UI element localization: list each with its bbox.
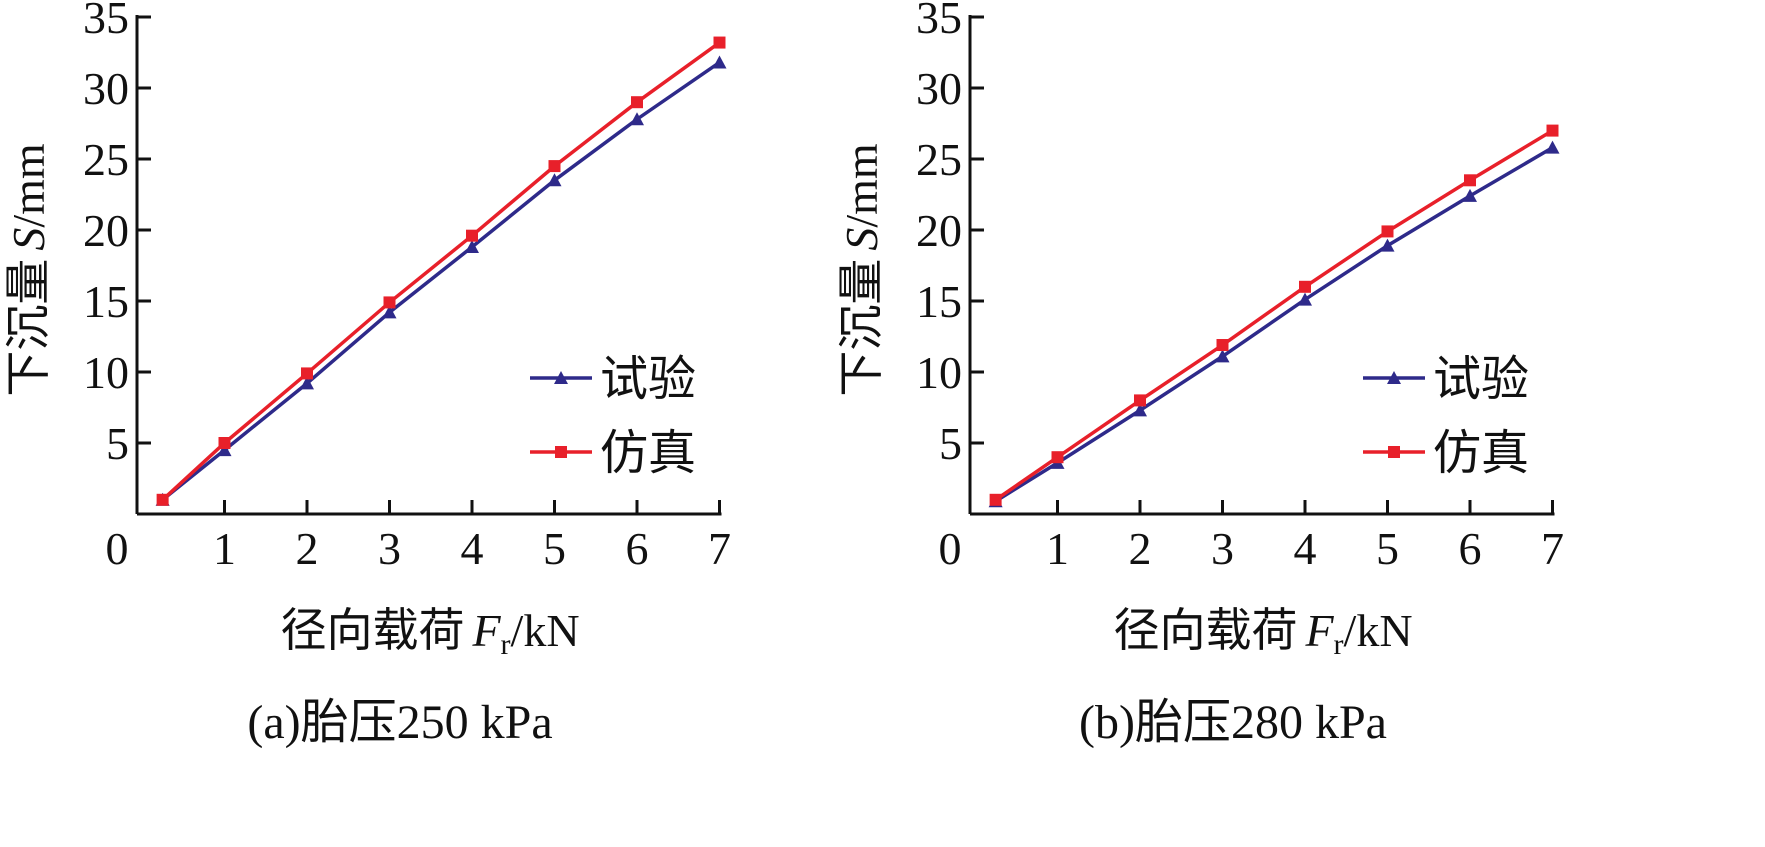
y-axis-title-text: 下沉量	[836, 259, 887, 397]
x-tick-label: 3	[1211, 523, 1234, 574]
x-tick-label: 7	[1541, 523, 1564, 574]
data-point-square	[1134, 394, 1146, 407]
chart-a: 0 1 2 3 4 5 6 7 5 10 15 20 25 30 35 下沉量 S/mm 径向载荷 Fr/kN (a)…	[3, 0, 731, 749]
data-point-square	[1216, 339, 1229, 352]
data-point-triangle	[217, 443, 232, 457]
y-axis-title-text: 下沉量	[3, 259, 54, 397]
y-tick-label: 30	[916, 63, 962, 114]
data-point-triangle	[1215, 349, 1230, 363]
x-tick-label: 5	[543, 523, 566, 574]
x-tick-label: 6	[1459, 523, 1482, 574]
y-axis-title-var: S	[836, 228, 887, 251]
data-point-square	[1299, 280, 1311, 293]
data-point-triangle	[1545, 140, 1560, 154]
x-tick-label: 3	[378, 523, 401, 574]
x-axis-title-unit: /kN	[1344, 605, 1413, 656]
data-point-triangle	[547, 173, 562, 187]
data-point-triangle	[1298, 292, 1312, 306]
x-tick-label: 6	[626, 523, 649, 574]
y-tick-label: 35	[83, 0, 129, 43]
data-point-triangle	[1380, 238, 1395, 252]
legend-marker-square	[555, 446, 567, 458]
data-point-square	[466, 229, 478, 242]
chart-b: 0 1 2 3 4 5 6 7 5 10 15 20 25 30 35 下沉量 S/mm 径向载荷 Fr/kN (b)…	[836, 0, 1564, 749]
series-line-0	[161, 60, 721, 502]
series-line-0	[994, 146, 1554, 503]
x-axis-title-var: F	[1304, 605, 1334, 656]
x-tick-label: 4	[1294, 523, 1317, 574]
x-tick-label: 2	[296, 523, 319, 574]
y-axis-title: 下沉量 S/mm	[836, 143, 887, 397]
legend-label: 试验	[600, 353, 696, 406]
data-point-square	[713, 36, 726, 49]
x-tick-label: 2	[1129, 523, 1152, 574]
data-point-square	[1546, 124, 1559, 137]
data-point-triangle	[382, 305, 397, 319]
legend-label: 仿真	[600, 427, 696, 480]
legend-marker-square	[1388, 446, 1400, 458]
y-tick-label: 15	[916, 276, 962, 327]
data-point-square	[301, 367, 313, 380]
x-tick-label: 1	[213, 523, 236, 574]
y-tick-label: 5	[106, 418, 129, 469]
y-tick-label: 30	[83, 63, 129, 114]
data-point-square	[218, 437, 231, 449]
y-tick-label: 20	[83, 205, 129, 256]
y-tick-label: 10	[83, 347, 129, 398]
data-point-square	[1464, 174, 1476, 187]
y-axis-title-unit: /mm	[836, 143, 887, 228]
chart-caption: (a)胎压250 kPa	[247, 696, 552, 749]
x-tick-label: 7	[708, 523, 731, 574]
x-tick-label: 4	[461, 523, 484, 574]
x-tick-label: 0	[939, 523, 962, 574]
data-point-triangle	[712, 55, 727, 69]
data-point-square	[631, 96, 643, 109]
data-point-triangle	[1463, 188, 1477, 202]
data-point-triangle	[300, 376, 314, 390]
data-point-square	[1381, 225, 1394, 238]
data-point-square	[383, 296, 396, 309]
legend-marker-triangle	[1387, 371, 1401, 384]
legend-label: 试验	[1433, 353, 1529, 406]
y-axis-title-var: S	[3, 228, 54, 251]
legend-marker-triangle	[554, 371, 568, 384]
data-point-square	[989, 493, 1002, 506]
y-tick-label: 15	[83, 276, 129, 327]
y-tick-label: 5	[939, 418, 962, 469]
data-point-triangle	[1133, 403, 1147, 417]
data-point-square	[156, 493, 169, 506]
x-axis-title-sub: r	[501, 628, 511, 661]
data-point-triangle	[630, 112, 644, 126]
y-tick-label: 20	[916, 205, 962, 256]
y-axis-title-unit: /mm	[3, 143, 54, 228]
x-axis-title: 径向载荷 Fr/kN	[280, 605, 579, 661]
x-tick-label: 1	[1046, 523, 1069, 574]
data-point-square	[548, 160, 561, 173]
y-tick-label: 10	[916, 347, 962, 398]
x-axis-title-var: F	[471, 605, 501, 656]
x-tick-label: 5	[1376, 523, 1399, 574]
series-line-1	[161, 41, 721, 502]
x-tick-label: 0	[106, 523, 129, 574]
data-point-triangle	[465, 240, 479, 254]
x-axis-title-sub: r	[1334, 628, 1344, 661]
x-axis-title-text: 径向载荷	[280, 605, 464, 656]
data-point-square	[1051, 451, 1064, 464]
legend-label: 仿真	[1433, 427, 1529, 480]
chart-caption: (b)胎压280 kPa	[1079, 696, 1387, 749]
x-axis-title-text: 径向载荷	[1113, 605, 1297, 656]
y-tick-label: 25	[83, 134, 129, 185]
y-tick-label: 25	[916, 134, 962, 185]
x-axis-title-unit: /kN	[511, 605, 580, 656]
y-tick-label: 35	[916, 0, 962, 43]
y-axis-title: 下沉量 S/mm	[3, 143, 54, 397]
series-line-1	[994, 129, 1554, 502]
x-axis-title: 径向载荷 Fr/kN	[1113, 605, 1412, 661]
